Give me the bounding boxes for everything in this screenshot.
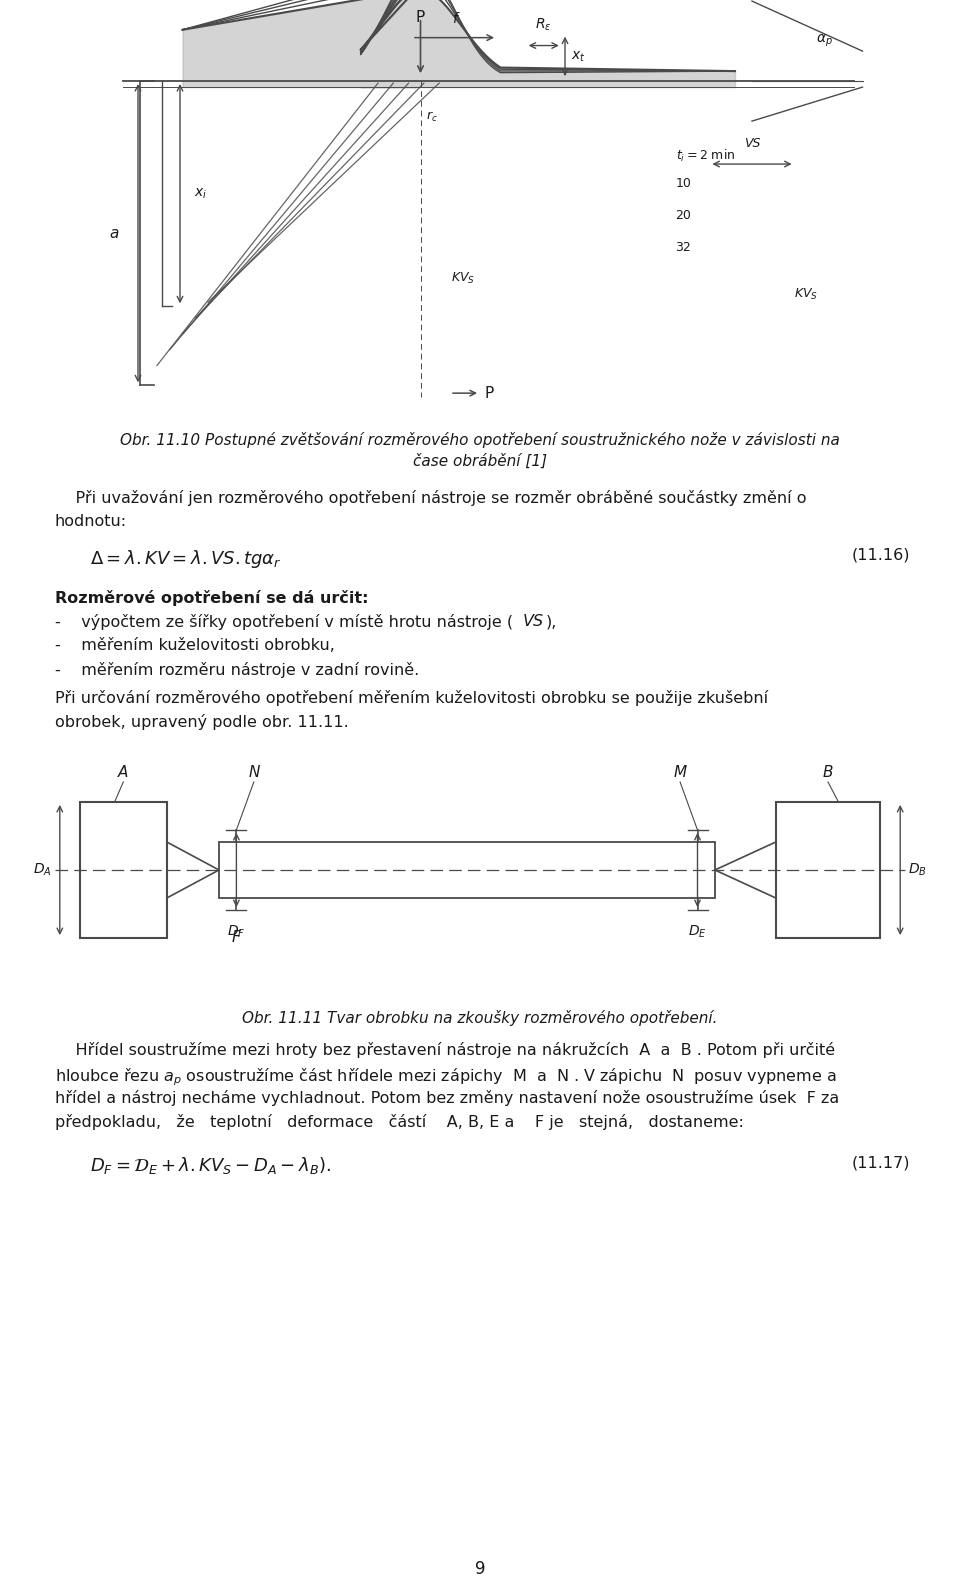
Text: Rozměrové opotřebení se dá určit:: Rozměrové opotřebení se dá určit: (55, 590, 369, 606)
Text: Hřídel soustružíme mezi hroty bez přestavení nástroje na nákružcích  A  a  B . P: Hřídel soustružíme mezi hroty bez přesta… (55, 1042, 835, 1057)
Text: $D_E$: $D_E$ (688, 924, 707, 940)
Text: A: A (118, 765, 129, 780)
Text: $x_t$: $x_t$ (571, 49, 586, 63)
Text: předpokladu,   že   teplotní   deformace   částí    A, B, E a    F je   stejná, : předpokladu, že teplotní deformace částí… (55, 1114, 744, 1130)
Text: N: N (248, 765, 259, 780)
Text: Při určování rozměrového opotřebení měřením kuželovitosti obrobku se použije zku: Při určování rozměrového opotřebení měře… (55, 690, 768, 706)
Text: -    měřením rozměru nástroje v zadní rovině.: - měřením rozměru nástroje v zadní rovin… (55, 662, 420, 678)
Text: hodnotu:: hodnotu: (55, 514, 127, 529)
Text: čase obrábění [1]: čase obrábění [1] (413, 454, 547, 469)
Text: 32: 32 (676, 241, 691, 253)
Text: $R_\varepsilon$: $R_\varepsilon$ (536, 16, 552, 33)
Bar (80, 803, 167, 939)
Text: VS: VS (523, 614, 544, 628)
Text: ),: ), (546, 614, 558, 628)
Text: $t_i = 2$ min: $t_i = 2$ min (676, 149, 735, 165)
Text: -    měřením kuželovitosti obrobku,: - měřením kuželovitosti obrobku, (55, 638, 335, 654)
Text: f: f (452, 11, 457, 25)
Text: (11.17): (11.17) (852, 1156, 910, 1170)
Text: $r_c$: $r_c$ (426, 109, 439, 123)
Text: $D_A$: $D_A$ (33, 861, 52, 879)
Text: Při uvažování jen rozměrového opotřebení nástroje se rozměr obráběné součástky z: Při uvažování jen rozměrového opotřebení… (55, 491, 806, 507)
Bar (776, 803, 880, 939)
Text: P: P (485, 386, 494, 400)
Text: obrobek, upravený podle obr. 11.11.: obrobek, upravený podle obr. 11.11. (55, 714, 348, 730)
Text: P: P (416, 9, 425, 25)
Text: $\alpha_p$: $\alpha_p$ (816, 33, 832, 49)
Text: Obr. 11.11 Tvar obrobku na zkoušky rozměrového opotřebení.: Obr. 11.11 Tvar obrobku na zkoušky rozmě… (242, 1010, 718, 1026)
Text: 9: 9 (475, 1559, 485, 1578)
Text: hloubce řezu $a_p$ osoustružíme část hřídele mezi zápichy  M  a  N . V zápichu  : hloubce řezu $a_p$ osoustružíme část hří… (55, 1065, 836, 1088)
Text: $\Delta  =  \lambda .KV  =  \lambda .VS.tg\alpha_r$: $\Delta = \lambda .KV = \lambda .VS.tg\a… (90, 548, 281, 570)
Text: -    výpočtem ze šířky opotřebení v místě hrotu nástroje (: - výpočtem ze šířky opotřebení v místě h… (55, 614, 514, 630)
Text: $D_B$: $D_B$ (908, 861, 927, 879)
Text: (11.16): (11.16) (852, 548, 910, 564)
Text: hřídel a nástroj necháme vychladnout. Potom bez změny nastavení nože osoustružím: hřídel a nástroj necháme vychladnout. Po… (55, 1091, 839, 1107)
Text: 20: 20 (676, 209, 691, 222)
Bar (219, 842, 715, 898)
Text: $D_F$: $D_F$ (228, 924, 246, 940)
Text: $KV_S$: $KV_S$ (451, 271, 475, 287)
Text: VS: VS (744, 138, 760, 150)
Text: $x_i$: $x_i$ (194, 187, 207, 201)
Text: B: B (823, 765, 833, 780)
Text: 10: 10 (676, 177, 691, 190)
Text: $D_F = \mathcal{D}_E + \lambda .KV_S - D_A - \lambda_B).$: $D_F = \mathcal{D}_E + \lambda .KV_S - D… (90, 1156, 331, 1176)
Text: M: M (674, 765, 686, 780)
Text: a: a (109, 226, 119, 241)
Text: F: F (232, 929, 241, 945)
Text: Obr. 11.10 Postupné zvětšování rozměrového opotřebení soustružnického nože v záv: Obr. 11.10 Postupné zvětšování rozměrové… (120, 432, 840, 448)
Text: $KV_S$: $KV_S$ (795, 287, 819, 302)
